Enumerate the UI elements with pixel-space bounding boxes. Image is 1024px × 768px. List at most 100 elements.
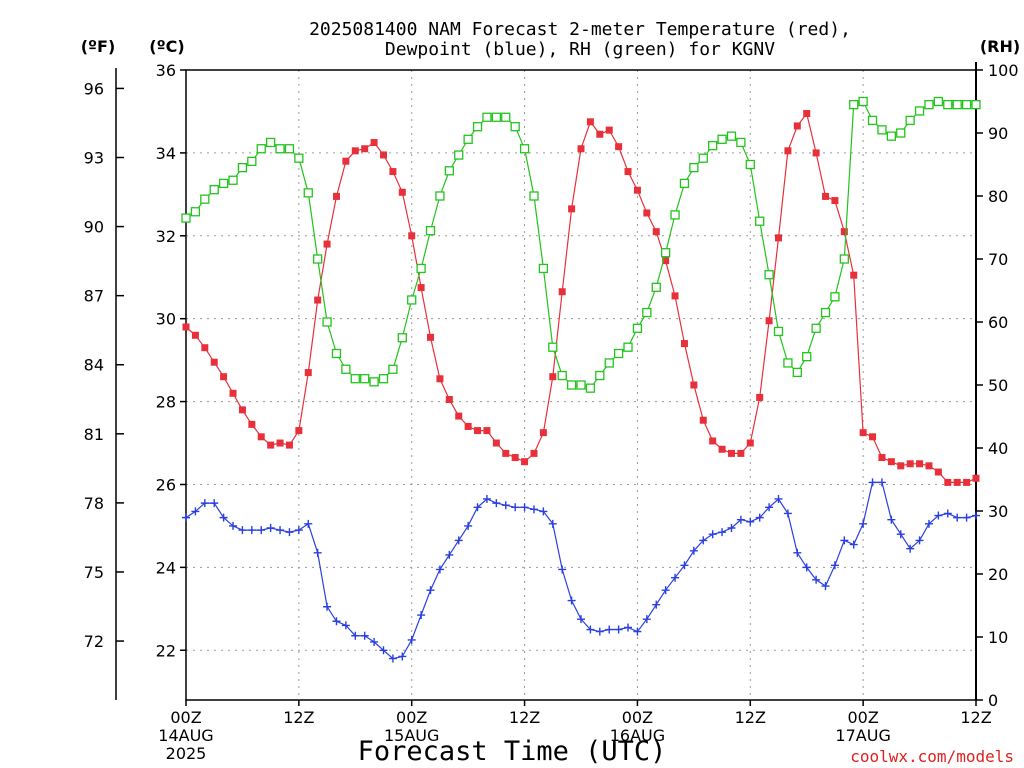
dewpoint-point — [426, 586, 435, 595]
dewpoint-point — [671, 573, 680, 582]
rh-point — [867, 115, 878, 126]
temperature-point — [803, 110, 811, 118]
rh-point — [209, 185, 219, 195]
celsius-tick-label: 32 — [156, 227, 176, 246]
dewpoint-point — [727, 523, 736, 532]
rh-point — [839, 254, 849, 264]
x-tick-label: 17AUG — [835, 726, 890, 745]
rh-point — [961, 100, 972, 110]
rh-axis-unit: (RH) — [980, 37, 1020, 56]
temperature-point — [662, 257, 670, 265]
temperature-point — [568, 205, 576, 213]
x-tick-label: 2025 — [166, 744, 207, 763]
dewpoint-point — [830, 561, 839, 570]
dewpoint-point — [812, 575, 821, 584]
temperature-point — [709, 437, 717, 445]
temperature-point — [859, 429, 867, 437]
dewpoint-point — [482, 494, 491, 503]
rh-point — [425, 225, 436, 236]
rh-point — [265, 137, 276, 148]
rh-point — [924, 100, 934, 110]
rh-point — [313, 254, 323, 264]
dewpoint-point — [370, 637, 379, 646]
temperature-point — [201, 344, 209, 352]
temperature-point — [737, 449, 745, 457]
dewpoint-point — [454, 536, 463, 545]
temperature-point — [577, 145, 585, 153]
dewpoint-point — [492, 499, 501, 508]
dewpoint-point — [680, 561, 689, 570]
temperature-point — [897, 462, 905, 470]
temperature-point — [680, 340, 688, 348]
temperature-point — [267, 441, 275, 449]
temperature-point — [558, 288, 566, 296]
dewpoint-point — [652, 600, 661, 609]
rh-point — [783, 358, 793, 368]
celsius-axis-unit: (ºC) — [149, 37, 184, 56]
dewpoint-point — [191, 507, 200, 516]
rh-point — [397, 333, 407, 343]
dewpoint-point — [943, 509, 952, 518]
dewpoint-point — [558, 565, 567, 574]
temperature-point — [784, 147, 792, 155]
source-credit: coolwx.com/models — [850, 747, 1014, 766]
rh-tick-label: 90 — [988, 124, 1008, 143]
rh-point — [830, 292, 840, 302]
rh-point — [660, 248, 671, 258]
rh-point — [538, 263, 549, 274]
dewpoint-point — [840, 536, 849, 545]
temperature-point — [671, 292, 679, 300]
temperature-point — [963, 478, 971, 486]
rh-point — [642, 307, 652, 318]
dewpoint-point — [924, 519, 933, 528]
x-axis-title: Forecast Time (UTC) — [358, 736, 667, 767]
temperature-point — [380, 151, 387, 159]
temperature-point — [511, 454, 519, 462]
celsius-tick-label: 36 — [156, 61, 176, 80]
dewpoint-point — [417, 611, 426, 620]
temperature-point — [822, 192, 830, 200]
dewpoint-point — [605, 625, 614, 634]
temperature-point — [775, 234, 782, 242]
temperature-point — [643, 209, 651, 217]
rh-point — [181, 213, 191, 223]
rh-tick-label: 40 — [988, 439, 1008, 458]
rh-point — [886, 131, 897, 141]
dewpoint-point — [821, 582, 830, 591]
temperature-point — [840, 228, 848, 236]
temperature-point — [831, 197, 839, 205]
dewpoint-point — [313, 548, 322, 557]
rh-point — [218, 178, 229, 189]
rh-tick-label: 30 — [988, 502, 1008, 521]
temperature-point — [304, 369, 312, 377]
dewpoint-point — [953, 513, 962, 522]
dewpoint-point — [972, 511, 980, 520]
rh-point — [896, 128, 906, 138]
rh-point — [519, 144, 530, 154]
rh-point — [585, 383, 596, 393]
rh-point — [548, 342, 558, 352]
rh-point — [350, 374, 360, 384]
rh-point — [294, 153, 304, 163]
temperature-point — [953, 478, 961, 486]
dewpoint-point — [783, 509, 792, 518]
rh-point — [679, 178, 690, 189]
temperature-point — [793, 122, 801, 130]
dewpoint-point — [755, 513, 764, 522]
temperature-point — [332, 192, 340, 200]
dewpoint-point — [614, 625, 623, 634]
rh-point — [529, 191, 539, 201]
dewpoint-point — [633, 627, 642, 636]
temperature-point — [972, 474, 980, 482]
fahrenheit-axis-unit: (ºF) — [81, 37, 116, 56]
rh-tick-label: 20 — [988, 565, 1008, 584]
rh-point — [905, 115, 915, 126]
dewpoint-point — [276, 526, 285, 535]
temperature-point — [633, 186, 641, 194]
dewpoint-point — [351, 631, 360, 640]
rh-point — [341, 364, 351, 374]
dewpoint-point — [915, 536, 924, 545]
temperature-point — [944, 478, 952, 486]
temperature-point — [474, 427, 482, 435]
